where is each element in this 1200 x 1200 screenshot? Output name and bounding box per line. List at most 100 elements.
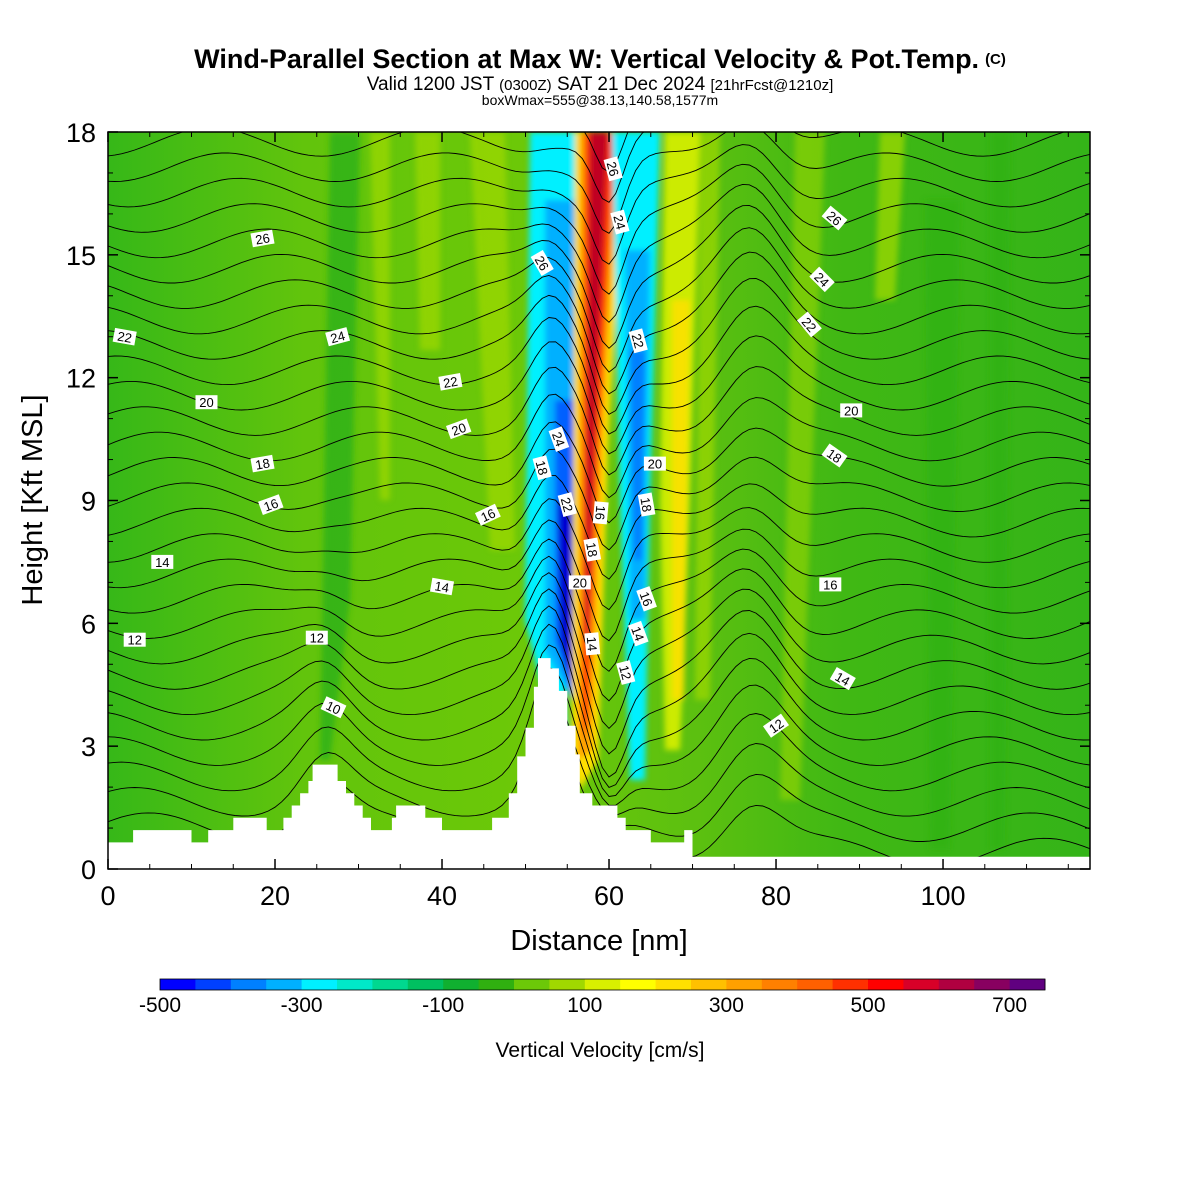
isentrope-line <box>108 667 1090 806</box>
isentrope-line <box>583 132 629 173</box>
contour-label: 12 <box>762 713 790 738</box>
contour-label-box <box>438 372 463 391</box>
colorbar-swatch <box>691 979 727 990</box>
isentrope-line <box>108 251 1090 395</box>
colorbar-swatch <box>230 979 267 990</box>
contour-label-text: 14 <box>584 636 600 652</box>
x-tick-label: 0 <box>100 881 115 911</box>
isentrope-line <box>108 335 1090 455</box>
colorbar-swatch <box>549 979 586 990</box>
contour-label: 24 <box>548 426 570 452</box>
colorbar-swatch <box>903 979 940 990</box>
contour-label: 10 <box>320 696 347 719</box>
colorbar-swatch <box>195 979 232 990</box>
contour-label-box <box>325 327 351 347</box>
contour-label-box <box>829 667 856 691</box>
contour-label: 12 <box>305 630 328 646</box>
contour-label-box <box>628 328 648 354</box>
contour-label-text: 10 <box>324 698 343 718</box>
contour-label-box <box>429 577 455 596</box>
y-axis: 0 3 6 9 12 15 18 <box>66 118 1090 885</box>
contour-label: 18 <box>821 443 848 468</box>
contour-label-text: 18 <box>583 541 600 558</box>
contour-label-text: 26 <box>532 253 552 273</box>
colorbar-tick-label: 100 <box>567 994 602 1017</box>
contour-label-box <box>258 494 284 515</box>
contour-label-box <box>821 443 848 468</box>
contour-label-box <box>809 266 835 293</box>
contour-label-text: 14 <box>155 555 169 570</box>
colorbar-swatch <box>1009 979 1046 990</box>
colorbar-swatch <box>620 979 657 990</box>
contour-label-text: 16 <box>823 577 837 592</box>
contour-label-box <box>151 554 174 569</box>
contour-label-box <box>250 454 275 473</box>
colorbar-swatch <box>301 979 338 990</box>
contour-label: 12 <box>123 632 146 648</box>
y-tick-label: 18 <box>66 118 96 148</box>
contour-label: 12 <box>616 660 636 685</box>
contour-label-box <box>819 577 842 592</box>
contour-label-text: 14 <box>433 578 450 595</box>
y-tick-label: 0 <box>81 855 96 885</box>
chart-subtitle: Valid 1200 JST (0300Z) SAT 21 Dec 2024 [… <box>0 74 1200 96</box>
contour-label: 22 <box>438 372 463 391</box>
colorbar-swatch <box>266 979 303 990</box>
contour-label: 22 <box>557 492 577 518</box>
y-tick-label: 6 <box>81 609 96 639</box>
contour-label-box <box>548 426 570 452</box>
colorbar-tick-label: -500 <box>139 994 181 1017</box>
isentrope-line <box>108 644 1090 797</box>
colorbar-swatch <box>443 979 480 990</box>
contour-label-box <box>123 632 146 647</box>
contour-label-text: 18 <box>637 496 654 513</box>
forecast-info: [21hrFcst@1210z] <box>710 77 834 94</box>
colorbar: -500 -300 -100 100 300 500 700 <box>139 978 1046 1017</box>
isentrope-line <box>108 144 1090 265</box>
contour-label: 16 <box>636 586 657 612</box>
contour-label-text: 16 <box>592 505 608 521</box>
contour-label-box <box>320 696 347 719</box>
contour-label: 22 <box>628 328 648 354</box>
contour-label-text: 14 <box>628 624 647 643</box>
contour-label-box <box>840 403 863 418</box>
contour-label: 16 <box>474 503 501 526</box>
isentrope-line <box>108 692 1090 817</box>
contour-label-box <box>530 249 554 277</box>
isentrope-line <box>108 163 1090 295</box>
y-tick-label: 9 <box>81 487 96 517</box>
isentrope-line <box>108 498 1090 611</box>
isentrope-line <box>108 132 1066 203</box>
chart-title-text: Wind-Parallel Section at Max W: Vertical… <box>194 44 980 74</box>
contour-label-text: 20 <box>450 420 469 439</box>
isentrope-line <box>108 538 1090 672</box>
contour-label: 18 <box>637 492 656 517</box>
contour-label-text: 12 <box>616 664 634 682</box>
contour-label-text: 14 <box>833 669 853 689</box>
colorbar-swatch <box>761 979 798 990</box>
contour-label: 26 <box>821 205 848 231</box>
contour-label: 20 <box>195 395 218 410</box>
contour-label-text: 18 <box>824 446 844 467</box>
colorbar-swatch <box>337 979 373 990</box>
contour-label: 20 <box>840 403 863 418</box>
contour-label: 24 <box>325 327 351 347</box>
isentrope-line <box>108 278 1090 415</box>
box-wmax-line: boxWmax=555@38.13,140.58,1577m <box>481 92 719 108</box>
contour-label-text: 26 <box>254 230 271 247</box>
contour-label-box <box>636 586 657 612</box>
x-tick-label: 40 <box>427 881 457 911</box>
contour-label: 22 <box>112 327 137 346</box>
colorbar-swatch <box>514 979 550 990</box>
isentrope-line <box>108 204 1090 349</box>
isentrope-line <box>108 519 1090 642</box>
contour-label: 26 <box>250 229 275 248</box>
isentrope-line <box>108 588 1090 755</box>
x-tick-label: 100 <box>921 881 966 911</box>
contour-label: 14 <box>584 632 601 656</box>
contour-label-box <box>557 492 577 518</box>
contour-label-box <box>584 632 601 656</box>
contour-label-text: 16 <box>262 496 281 515</box>
contour-label-text: 16 <box>637 590 656 609</box>
